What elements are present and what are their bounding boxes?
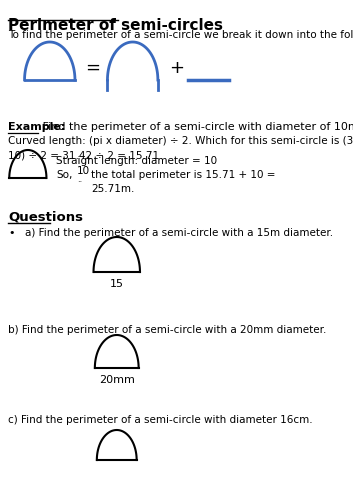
Text: the total perimeter is 15.71 + 10 =
25.71m.: the total perimeter is 15.71 + 10 = 25.7… (91, 170, 275, 194)
Text: Find the perimeter of a semi-circle with diameter of 10m.: Find the perimeter of a semi-circle with… (39, 122, 353, 132)
Text: Curved length: (pi x diameter) ÷ 2. Which for this semi-circle is (3.142 x
10) ÷: Curved length: (pi x diameter) ÷ 2. Whic… (8, 136, 353, 160)
Text: Example:: Example: (8, 122, 65, 132)
Text: b) Find the perimeter of a semi-circle with a 20mm diameter.: b) Find the perimeter of a semi-circle w… (8, 325, 326, 335)
Text: +: + (169, 59, 185, 77)
Text: 10: 10 (77, 166, 90, 176)
Text: =: = (85, 59, 100, 77)
Text: ..: .. (77, 175, 82, 184)
Text: a) Find the perimeter of a semi-circle with a 15m diameter.: a) Find the perimeter of a semi-circle w… (25, 228, 333, 238)
Text: To find the perimeter of a semi-circle we break it down into the following:: To find the perimeter of a semi-circle w… (8, 30, 353, 40)
Text: Questions: Questions (8, 210, 83, 223)
Text: •: • (8, 228, 14, 238)
Text: So,: So, (56, 170, 73, 180)
Text: c) Find the perimeter of a semi-circle with diameter 16cm.: c) Find the perimeter of a semi-circle w… (8, 415, 313, 425)
Text: Perimeter of semi-circles: Perimeter of semi-circles (8, 18, 223, 33)
Text: 20mm: 20mm (99, 375, 135, 385)
Text: 15: 15 (110, 279, 124, 289)
Text: Straight length: diameter = 10: Straight length: diameter = 10 (56, 156, 217, 166)
